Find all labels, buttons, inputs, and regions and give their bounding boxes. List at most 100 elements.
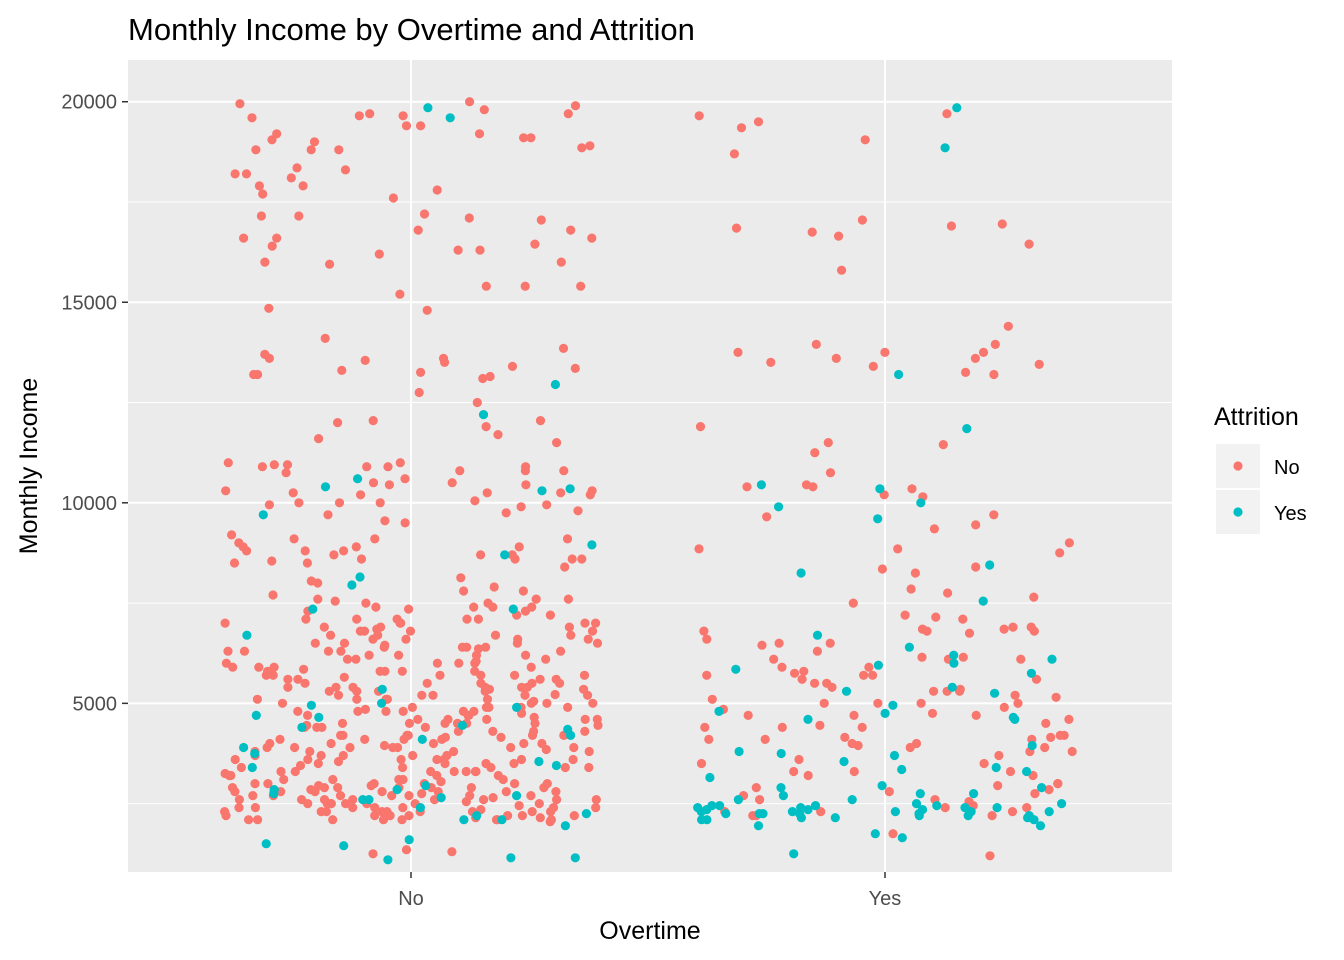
legend-title: Attrition	[1214, 403, 1299, 431]
data-point	[299, 664, 309, 674]
data-point	[907, 484, 917, 494]
data-point	[1022, 766, 1032, 777]
data-point	[333, 690, 344, 700]
data-point	[985, 851, 995, 861]
data-point	[464, 213, 474, 223]
data-point	[978, 347, 989, 357]
data-point	[249, 369, 259, 380]
data-point	[797, 674, 807, 684]
data-point	[696, 758, 707, 769]
data-point	[339, 638, 350, 648]
data-point	[927, 708, 938, 719]
data-point	[486, 762, 496, 773]
data-point	[489, 582, 499, 592]
data-point	[414, 387, 424, 398]
data-point	[258, 510, 268, 520]
data-point	[320, 333, 330, 343]
data-point	[263, 779, 273, 789]
data-point	[423, 103, 433, 113]
data-point	[822, 678, 832, 688]
data-point	[303, 754, 313, 765]
data-point	[568, 754, 578, 765]
data-point	[481, 422, 491, 432]
data-point	[254, 662, 264, 672]
data-point	[516, 502, 526, 512]
data-point	[432, 770, 442, 781]
data-point	[810, 448, 820, 458]
data-point	[422, 305, 432, 315]
data-point	[931, 612, 941, 622]
data-point	[910, 568, 921, 578]
data-point	[283, 682, 293, 692]
data-point	[762, 512, 772, 522]
data-point	[338, 750, 348, 761]
data-point	[401, 634, 411, 644]
data-point	[330, 596, 340, 606]
data-point	[404, 791, 414, 801]
data-point	[997, 219, 1007, 229]
data-point	[247, 762, 257, 773]
legend-label: No	[1274, 457, 1300, 479]
data-point	[1016, 654, 1026, 664]
data-point	[398, 111, 408, 121]
data-point	[358, 795, 368, 805]
data-point	[362, 462, 372, 472]
data-point	[295, 760, 306, 771]
data-point	[326, 738, 336, 749]
data-point	[320, 482, 331, 492]
data-point	[404, 718, 415, 729]
data-point	[877, 781, 887, 791]
data-point	[825, 638, 835, 648]
chart-title: Monthly Income by Overtime and Attrition	[128, 12, 695, 47]
data-point	[498, 774, 508, 785]
data-point	[313, 594, 323, 604]
data-point	[355, 626, 365, 636]
data-point	[428, 738, 439, 749]
data-point	[305, 746, 315, 757]
data-point	[457, 720, 467, 731]
data-point	[521, 480, 531, 490]
data-point	[348, 682, 358, 692]
data-point	[310, 638, 320, 648]
data-point	[380, 666, 390, 676]
data-point	[864, 662, 874, 672]
data-point	[873, 660, 884, 670]
data-point	[545, 817, 555, 827]
data-point	[559, 466, 569, 476]
data-point	[293, 706, 303, 717]
data-point	[803, 714, 813, 725]
data-point	[526, 662, 536, 672]
data-point	[479, 795, 489, 805]
data-point	[527, 678, 537, 688]
data-point	[370, 534, 380, 544]
data-point	[551, 787, 561, 797]
data-point	[849, 766, 859, 777]
data-point	[577, 554, 587, 564]
data-point	[360, 734, 370, 745]
data-point	[306, 576, 316, 586]
data-point	[1055, 730, 1065, 741]
data-point	[825, 468, 836, 478]
data-point	[962, 424, 972, 434]
data-point	[324, 686, 334, 696]
data-point	[395, 458, 405, 468]
data-point	[521, 462, 531, 472]
data-point	[454, 658, 464, 668]
data-point	[436, 793, 446, 803]
data-point	[408, 750, 418, 761]
data-point	[283, 674, 293, 684]
data-point	[323, 510, 333, 520]
data-point	[527, 807, 537, 817]
data-point	[509, 779, 520, 789]
data-point	[888, 829, 898, 839]
data-point	[1029, 626, 1039, 636]
data-point	[989, 510, 999, 520]
data-point	[294, 498, 304, 508]
data-point	[911, 799, 922, 809]
data-point	[960, 803, 970, 813]
data-point	[536, 215, 546, 225]
data-point	[404, 604, 414, 614]
data-point	[580, 714, 590, 725]
data-point	[754, 809, 764, 819]
data-point	[890, 807, 901, 817]
